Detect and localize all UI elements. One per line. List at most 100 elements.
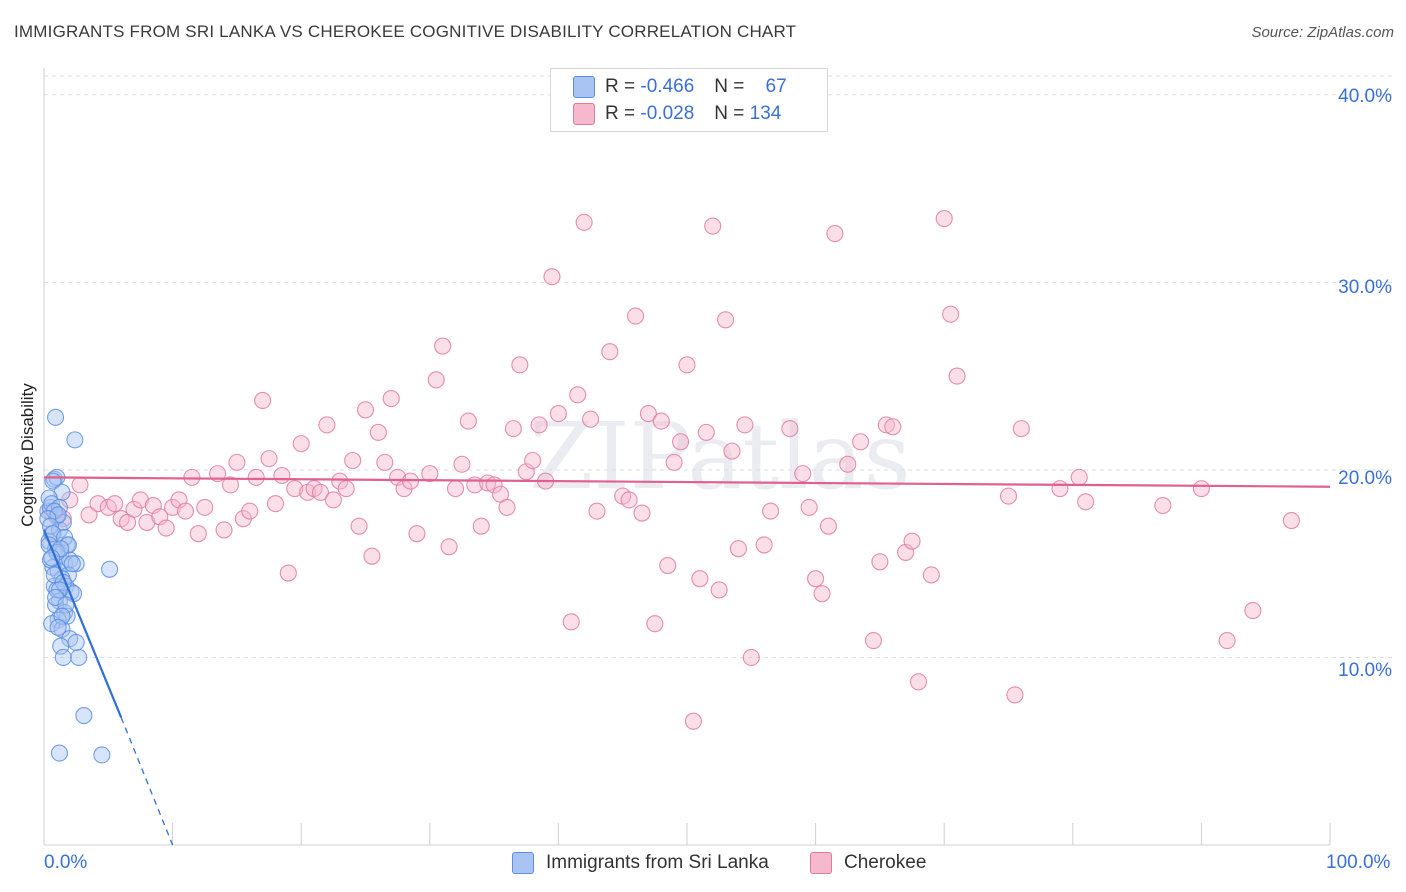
data-point — [318, 416, 336, 434]
data-point — [581, 410, 600, 428]
data-point — [807, 570, 825, 588]
grid-lines — [44, 75, 1392, 658]
data-point — [511, 356, 529, 374]
data-point — [1012, 420, 1030, 438]
data-point — [75, 707, 93, 725]
y-tick-label: 40.0% — [1338, 86, 1392, 107]
legend-n-label: N = — [714, 76, 745, 97]
data-point — [459, 412, 477, 430]
data-point — [819, 517, 838, 535]
data-point — [922, 566, 940, 584]
data-point — [575, 213, 593, 231]
data-point — [63, 555, 81, 573]
legend-r-label: R = — [605, 76, 636, 97]
source-label: Source: ZipAtlas.com — [1251, 24, 1394, 41]
data-point — [1244, 601, 1262, 620]
data-point — [864, 632, 883, 650]
data-point — [260, 450, 278, 468]
data-point — [909, 673, 928, 691]
data-point — [549, 405, 567, 423]
data-point — [421, 465, 439, 483]
data-point — [717, 311, 735, 329]
data-point — [176, 502, 195, 520]
data-point — [311, 483, 330, 501]
data-point — [67, 633, 85, 651]
y-tick-label: 20.0% — [1338, 468, 1392, 489]
data-point — [710, 581, 728, 599]
data-point — [47, 408, 65, 426]
legend-n-value: 67 — [765, 76, 787, 97]
data-point — [530, 416, 548, 434]
data-point — [93, 746, 111, 764]
data-point — [646, 615, 664, 633]
data-point — [813, 585, 831, 603]
data-point — [382, 390, 400, 408]
data-point — [826, 225, 844, 243]
data-point — [723, 442, 741, 460]
data-point — [131, 491, 149, 509]
data-point — [1192, 480, 1210, 498]
points — [39, 209, 1300, 764]
data-point — [852, 433, 870, 451]
correlation-legend: R = -0.466 N = 67 R = -0.028 N = 134 — [550, 68, 828, 132]
data-point — [935, 209, 953, 228]
data-point — [427, 371, 445, 389]
data-point — [344, 451, 362, 470]
data-point — [498, 498, 516, 516]
data-point — [376, 453, 394, 471]
data-point — [639, 405, 657, 423]
data-point — [101, 560, 119, 578]
data-point — [903, 532, 921, 550]
data-point — [273, 466, 291, 485]
data-point — [704, 217, 722, 235]
data-point — [665, 453, 683, 471]
data-point — [691, 570, 709, 588]
data-point — [70, 648, 88, 666]
data-point — [50, 744, 68, 762]
data-point — [189, 525, 207, 543]
legend-item-sri-lanka[interactable]: Immigrants from Sri Lanka — [512, 852, 769, 874]
data-point — [80, 506, 98, 524]
data-point — [755, 536, 773, 554]
data-point — [659, 556, 677, 575]
data-point — [49, 618, 67, 636]
data-point — [543, 268, 561, 286]
data-point — [89, 495, 107, 513]
data-point — [627, 307, 645, 325]
data-point — [697, 423, 715, 441]
data-point — [472, 517, 490, 535]
data-point — [678, 356, 696, 374]
legend-swatch-cherokee — [573, 103, 595, 125]
axes — [43, 68, 1331, 846]
data-point — [1077, 493, 1095, 511]
data-point — [440, 538, 458, 556]
data-point — [215, 521, 233, 539]
data-point — [877, 416, 895, 434]
data-point — [453, 455, 471, 473]
data-point — [569, 386, 587, 404]
data-point — [1006, 686, 1024, 704]
trend-line-sri-lanka — [42, 529, 123, 718]
data-point — [601, 343, 619, 361]
data-point — [286, 480, 304, 498]
data-point — [729, 540, 747, 558]
data-point — [504, 420, 522, 438]
data-point — [138, 513, 156, 531]
data-point — [794, 465, 812, 483]
legend-item-cherokee[interactable]: Cherokee — [810, 852, 926, 874]
data-point — [742, 648, 760, 666]
data-point — [221, 476, 240, 494]
data-point — [446, 480, 465, 498]
legend-label: Immigrants from Sri Lanka — [546, 852, 769, 873]
data-point — [157, 519, 175, 537]
data-point — [247, 468, 265, 486]
y-tick-label: 10.0% — [1338, 660, 1392, 681]
data-point — [652, 412, 670, 430]
data-point — [620, 491, 638, 509]
data-point — [942, 305, 960, 323]
legend-swatch-sri-lanka — [512, 852, 534, 874]
data-point — [350, 517, 368, 535]
data-point — [562, 613, 580, 631]
legend-n-label: N = — [714, 103, 745, 124]
